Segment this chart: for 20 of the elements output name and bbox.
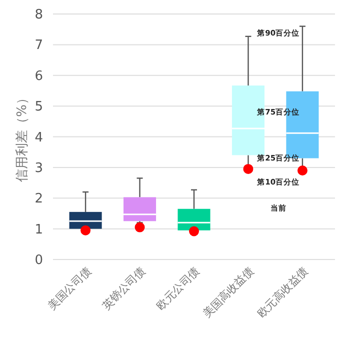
point — [80, 225, 91, 236]
y-tick-label: 7 — [34, 38, 43, 54]
y-tick-label: 2 — [34, 192, 43, 207]
x-tick-label: 美国高收益债 — [200, 264, 256, 320]
y-tick-label: 8 — [34, 8, 43, 23]
x-tick-label: 美国公司债 — [46, 264, 94, 313]
y-tick-label: 0 — [34, 253, 43, 268]
point — [297, 166, 308, 176]
y-tick-label: 3 — [34, 160, 43, 176]
y-tick-label: 1 — [34, 222, 43, 238]
x-tick-label: 英镑公司债 — [100, 264, 148, 313]
point — [243, 164, 254, 174]
y-tick-label: 5 — [34, 100, 43, 115]
y-axis-title: 信用利差（%） — [15, 92, 30, 182]
y-tick-label: 6 — [34, 68, 43, 84]
point — [189, 226, 199, 236]
x-tick-label: 欧元公司债 — [154, 264, 202, 313]
x-tick-label: 欧元高收益债 — [254, 264, 311, 320]
point — [134, 222, 145, 232]
y-tick-label: 4 — [34, 130, 43, 146]
